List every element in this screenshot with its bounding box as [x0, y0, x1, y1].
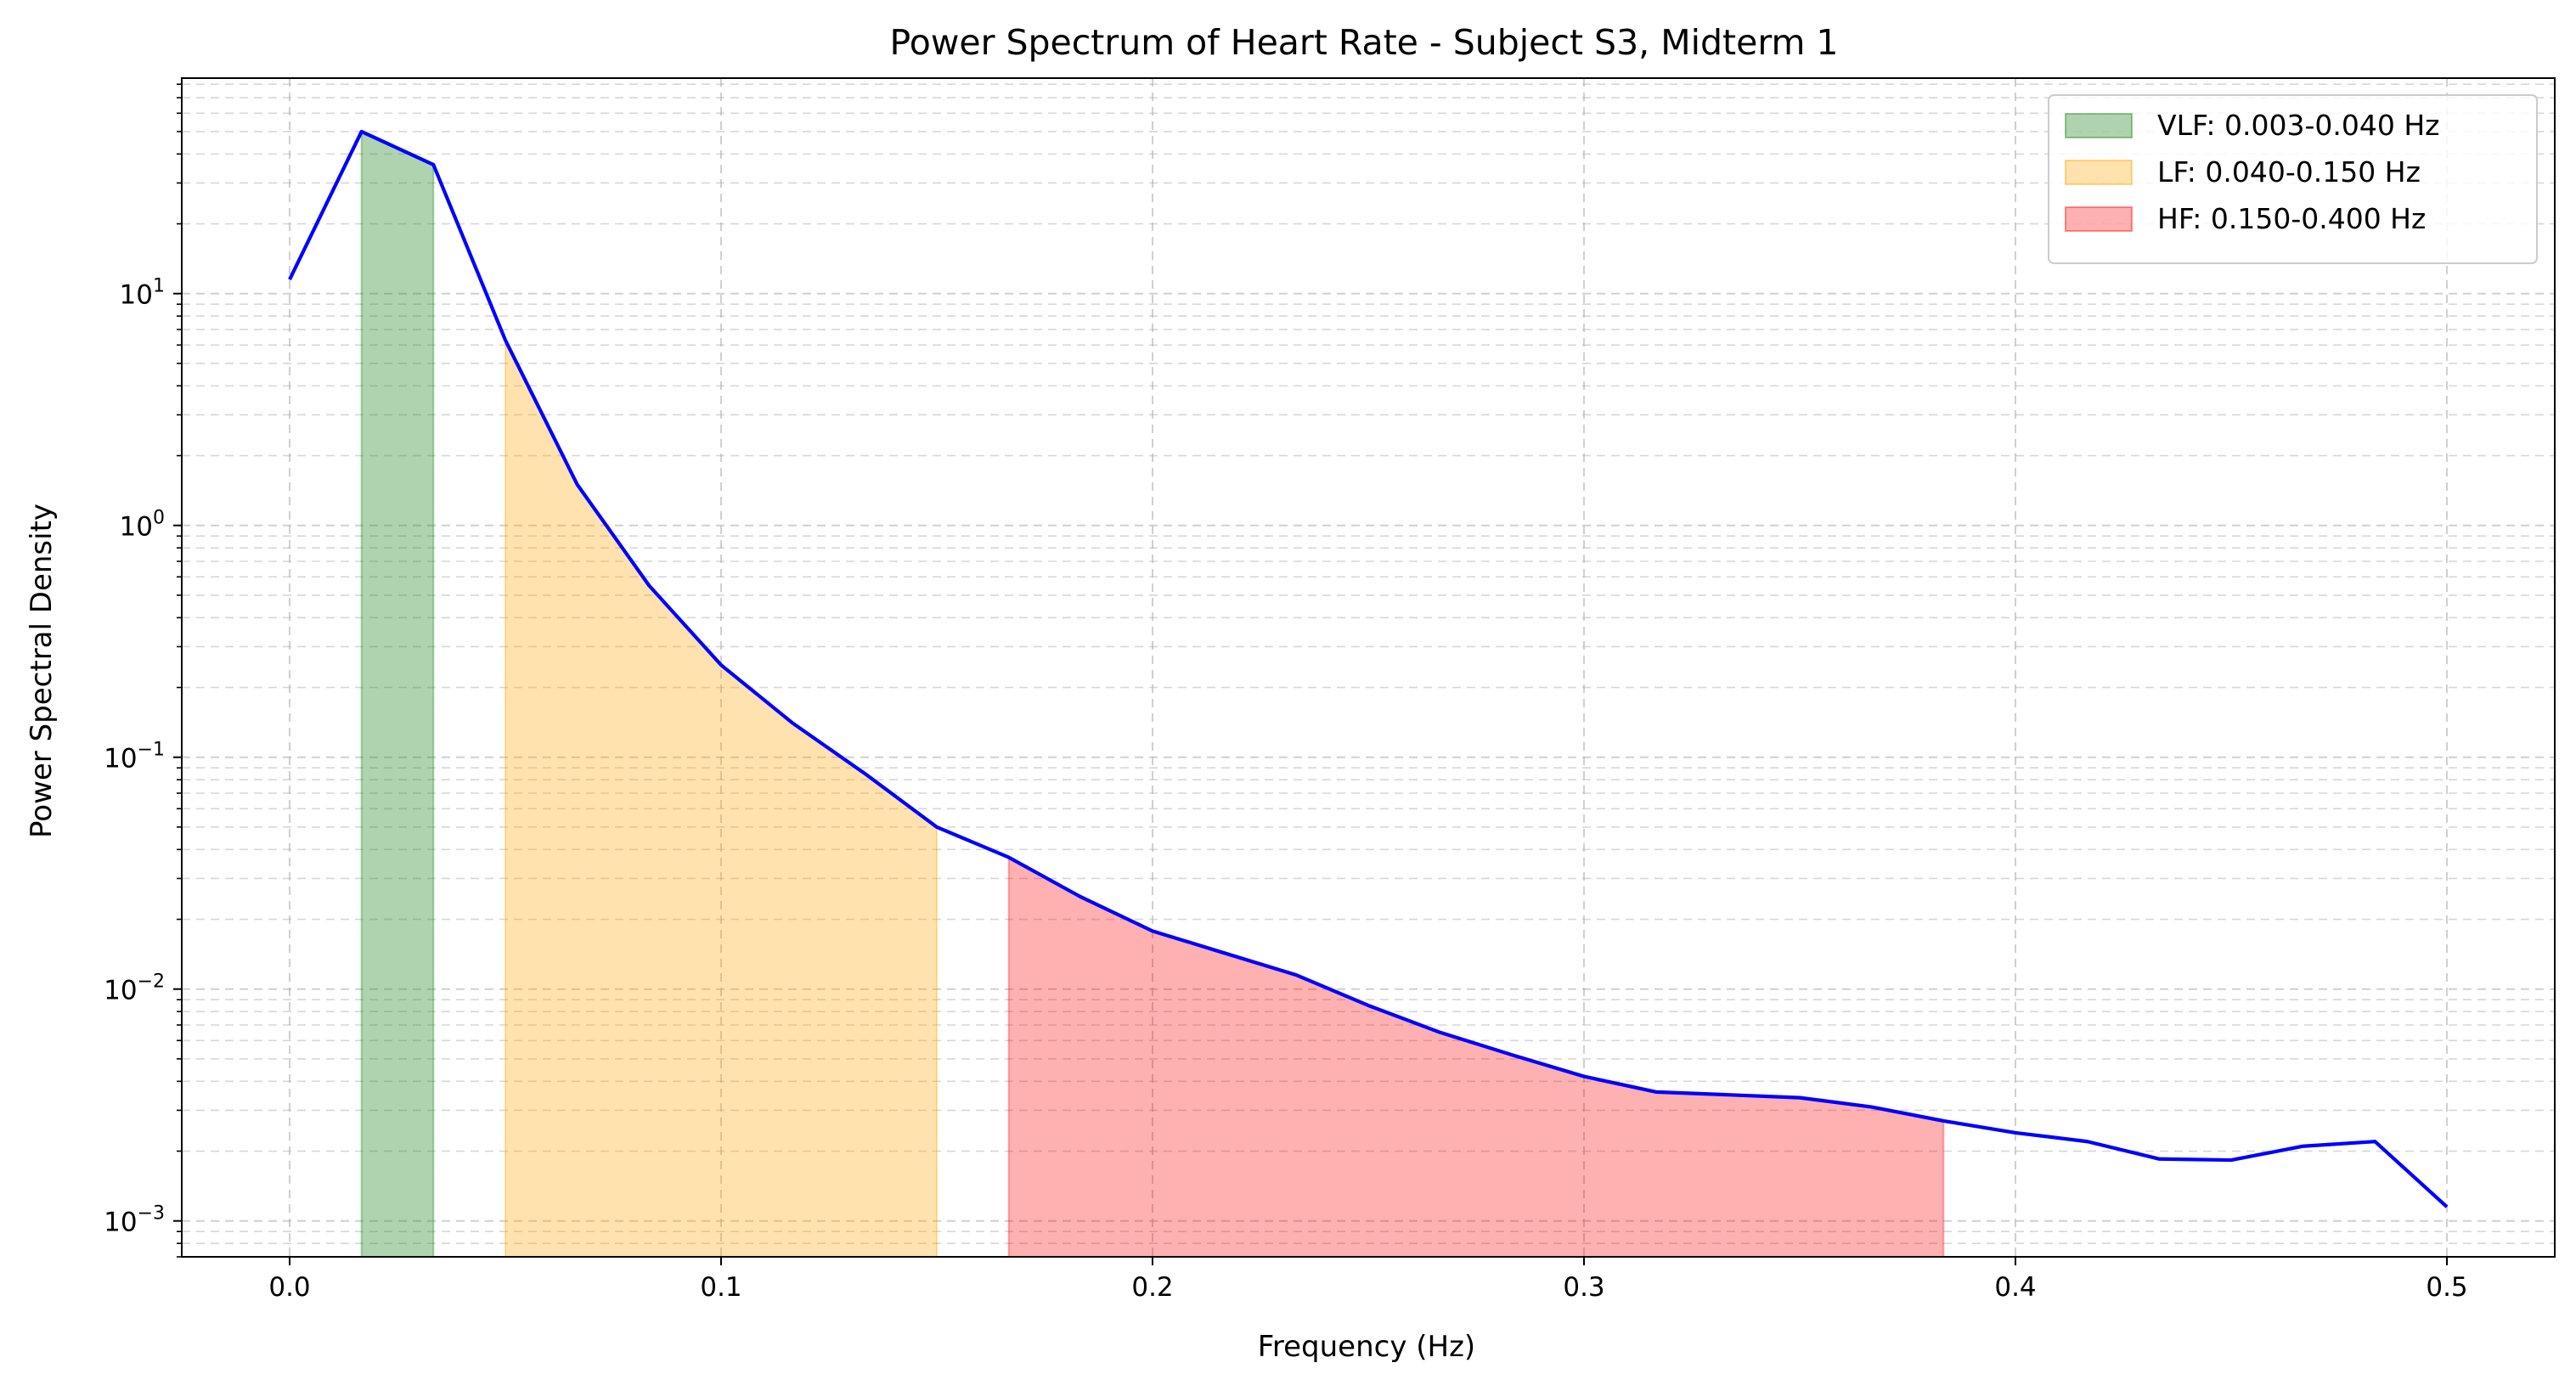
x-tick-label: 0.0	[268, 1272, 310, 1303]
y-tick-label: 10−2	[104, 971, 165, 1006]
plot-frame	[181, 77, 2556, 1258]
y-tick-label: 10−1	[104, 740, 165, 774]
legend-box	[2048, 94, 2538, 264]
chart-title: Power Spectrum of Heart Rate - Subject S…	[889, 22, 1838, 63]
legend-swatch	[2065, 160, 2133, 185]
y-axis-ticks: 10−3 10−2 10−1 100 101	[104, 83, 182, 1258]
y-tick-label: 100	[120, 508, 165, 543]
x-axis-label: Frequency (Hz)	[1258, 1330, 1475, 1364]
series-lines	[288, 129, 2449, 1208]
legend-swatch	[2065, 113, 2133, 138]
psd-line	[288, 129, 2449, 1208]
legend-label: HF: 0.150-0.400 Hz	[2157, 202, 2426, 235]
legend: VLF: 0.003-0.040 Hz LF: 0.040-0.150 Hz HF:…	[2048, 94, 2538, 264]
x-tick-label: 0.2	[1131, 1272, 1173, 1303]
legend-label: LF: 0.040-0.150 Hz	[2157, 155, 2421, 189]
y-axis-label: Power Spectral Density	[25, 504, 59, 838]
y-tick-label: 101	[120, 276, 165, 311]
legend-swatch	[2065, 206, 2133, 232]
x-tick-label: 0.3	[1563, 1272, 1604, 1303]
x-tick-label: 0.1	[700, 1272, 741, 1303]
legend-label: VLF: 0.003-0.040 Hz	[2157, 109, 2439, 142]
y-tick-label: 10−3	[104, 1203, 165, 1238]
x-axis-ticks: 0.0 0.1 0.2 0.3 0.4 0.5	[268, 1257, 2468, 1303]
band-area-0	[360, 130, 435, 1258]
x-tick-label: 0.4	[1994, 1272, 2036, 1303]
x-tick-label: 0.5	[2426, 1272, 2467, 1303]
